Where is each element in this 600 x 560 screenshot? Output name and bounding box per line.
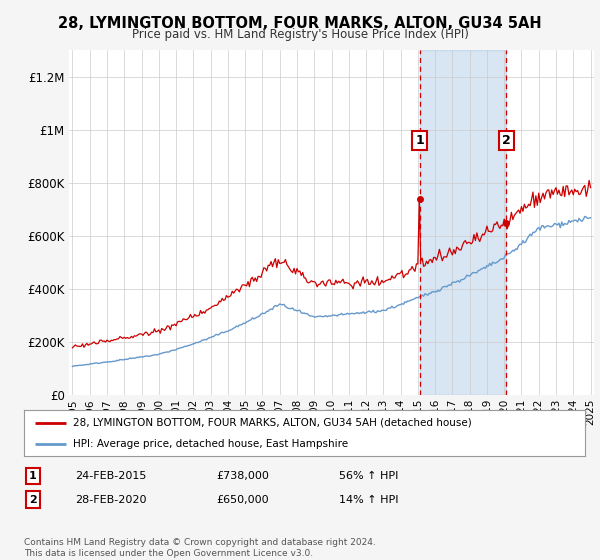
Text: 2: 2: [29, 494, 37, 505]
Text: 24-FEB-2015: 24-FEB-2015: [75, 471, 146, 481]
Text: £650,000: £650,000: [216, 494, 269, 505]
Text: 56% ↑ HPI: 56% ↑ HPI: [339, 471, 398, 481]
Text: £738,000: £738,000: [216, 471, 269, 481]
Text: 14% ↑ HPI: 14% ↑ HPI: [339, 494, 398, 505]
Text: Contains HM Land Registry data © Crown copyright and database right 2024.
This d: Contains HM Land Registry data © Crown c…: [24, 538, 376, 558]
Text: HPI: Average price, detached house, East Hampshire: HPI: Average price, detached house, East…: [73, 439, 349, 449]
Bar: [420, 50, 506, 395]
Text: Price paid vs. HM Land Registry's House Price Index (HPI): Price paid vs. HM Land Registry's House …: [131, 28, 469, 41]
Text: 1: 1: [29, 471, 37, 481]
Text: 28, LYMINGTON BOTTOM, FOUR MARKS, ALTON, GU34 5AH (detached house): 28, LYMINGTON BOTTOM, FOUR MARKS, ALTON,…: [73, 418, 472, 428]
Text: 2: 2: [502, 134, 511, 147]
Text: 1: 1: [416, 134, 424, 147]
Text: 28-FEB-2020: 28-FEB-2020: [75, 494, 146, 505]
Text: 28, LYMINGTON BOTTOM, FOUR MARKS, ALTON, GU34 5AH: 28, LYMINGTON BOTTOM, FOUR MARKS, ALTON,…: [58, 16, 542, 31]
